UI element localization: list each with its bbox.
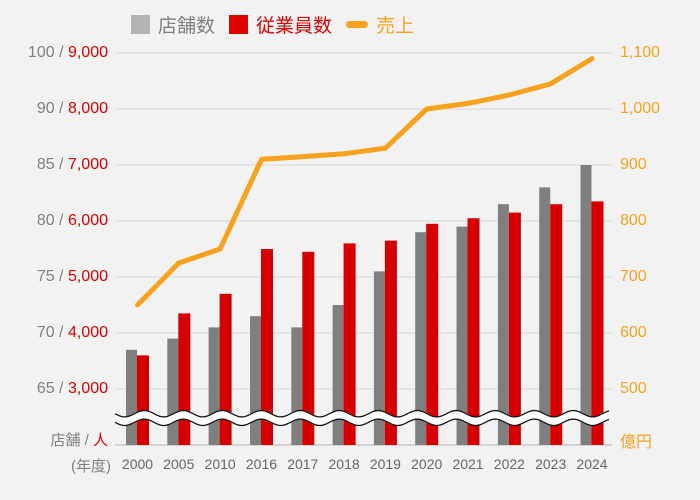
- legend-item-employees: 従業員数: [229, 11, 332, 38]
- left-axis-tick: 80 / 6,000: [0, 212, 108, 230]
- employee-bar-2018: [343, 243, 356, 445]
- right-axis-unit: 億円: [620, 434, 653, 451]
- employee-bar-2022: [508, 212, 521, 445]
- left-axis-unit: 店舗 / 人: [0, 429, 108, 450]
- x-axis-label-2017: 2017: [287, 456, 319, 472]
- left-tick-employees-value: 7,000: [67, 156, 108, 173]
- left-axis-unit-separator: /: [80, 432, 93, 449]
- x-axis-label-2016: 2016: [245, 456, 278, 472]
- store-bar-2010: [208, 327, 220, 445]
- legend-sales-label: 売上: [376, 15, 415, 37]
- right-axis-tick: 600: [620, 324, 647, 341]
- employee-bar-2005: [178, 313, 191, 445]
- left-axis-unit-people: 人: [92, 432, 108, 449]
- store-bar-2021: [456, 226, 468, 445]
- left-tick-employees-value: 5,000: [67, 268, 108, 285]
- store-bar-2023: [539, 187, 551, 445]
- legend-sales-swatch-icon: [346, 20, 369, 28]
- left-tick-employees-value: 9,000: [67, 44, 108, 61]
- axis-break-outline-top: [114, 409, 610, 418]
- x-axis-label-2019: 2019: [369, 456, 401, 472]
- left-tick-employees-value: 6,000: [67, 212, 108, 229]
- legend-employees-label: 従業員数: [256, 15, 333, 37]
- x-axis-label-2005: 2005: [163, 456, 195, 472]
- x-axis-unit: (年度): [71, 458, 111, 475]
- employee-bar-2017: [302, 251, 315, 445]
- employee-bar-2010: [219, 293, 232, 445]
- left-tick-stores-value: 65 /: [36, 380, 68, 397]
- x-axis-label-2021: 2021: [452, 456, 484, 472]
- store-bar-2000: [126, 349, 137, 445]
- x-axis-label-2020: 2020: [411, 456, 443, 472]
- store-bar-2019: [373, 271, 385, 445]
- x-axis-label-2022: 2022: [493, 456, 525, 472]
- employee-bar-2016: [261, 249, 273, 445]
- store-bar-2017: [291, 327, 303, 445]
- left-axis-tick: 85 / 7,000: [0, 156, 108, 174]
- right-axis-tick: 800: [620, 212, 647, 229]
- left-tick-stores-value: 80 /: [36, 212, 68, 229]
- store-bar-2005: [167, 338, 179, 445]
- employee-bar-2000: [137, 355, 149, 445]
- legend-employees-swatch-icon: [229, 14, 249, 34]
- right-axis-tick: 700: [620, 268, 647, 285]
- x-axis-label-2024: 2024: [576, 456, 608, 472]
- store-bar-2020: [415, 232, 427, 445]
- left-tick-stores-value: 85 /: [36, 156, 68, 173]
- left-axis-tick: 100 / 9,000: [0, 44, 108, 62]
- right-axis-tick: 500: [620, 380, 647, 397]
- store-bar-2022: [497, 204, 509, 445]
- store-bar-2018: [332, 305, 344, 445]
- sales-line: [135, 56, 595, 308]
- employee-bar-2023: [550, 204, 563, 445]
- store-bar-2016: [250, 316, 261, 445]
- employee-bar-2024: [591, 201, 604, 445]
- left-tick-stores-value: 100 /: [27, 44, 68, 61]
- left-axis-tick: 90 / 8,000: [0, 100, 108, 118]
- legend-stores-swatch-icon: [131, 14, 150, 34]
- axis-break-band: [112, 410, 611, 426]
- x-axis-label-2010: 2010: [204, 456, 236, 472]
- store-bar-2024: [580, 165, 592, 445]
- x-axis-label-2018: 2018: [328, 456, 360, 472]
- employee-bar-2020: [426, 223, 439, 445]
- left-tick-stores-value: 90 /: [36, 100, 68, 117]
- legend-item-stores: 店舗数: [131, 11, 215, 38]
- left-tick-employees-value: 4,000: [67, 324, 108, 341]
- left-tick-employees-value: 3,000: [67, 380, 108, 397]
- left-axis-unit-stores: 店舗: [50, 432, 81, 449]
- x-axis-label-2000: 2000: [121, 456, 154, 472]
- legend-item-sales: 売上: [346, 11, 414, 38]
- employee-bar-2021: [467, 218, 480, 445]
- left-tick-stores-value: 75 /: [36, 268, 68, 285]
- left-axis-tick: 70 / 4,000: [0, 324, 108, 342]
- left-axis-tick: 65 / 3,000: [0, 380, 108, 398]
- right-axis-tick: 1,100: [620, 44, 661, 61]
- left-tick-stores-value: 70 /: [36, 324, 68, 341]
- right-axis-tick: 900: [620, 156, 647, 173]
- x-axis-label-2023: 2023: [535, 456, 567, 472]
- employee-bar-2019: [384, 240, 397, 445]
- right-axis-tick: 1,000: [620, 100, 661, 117]
- legend: 店舗数 従業員数 売上: [131, 11, 428, 38]
- left-axis-tick: 75 / 5,000: [0, 268, 108, 286]
- left-tick-employees-value: 8,000: [67, 100, 108, 117]
- legend-stores-label: 店舗数: [158, 15, 216, 37]
- axis-break-outline-bottom: [114, 418, 610, 427]
